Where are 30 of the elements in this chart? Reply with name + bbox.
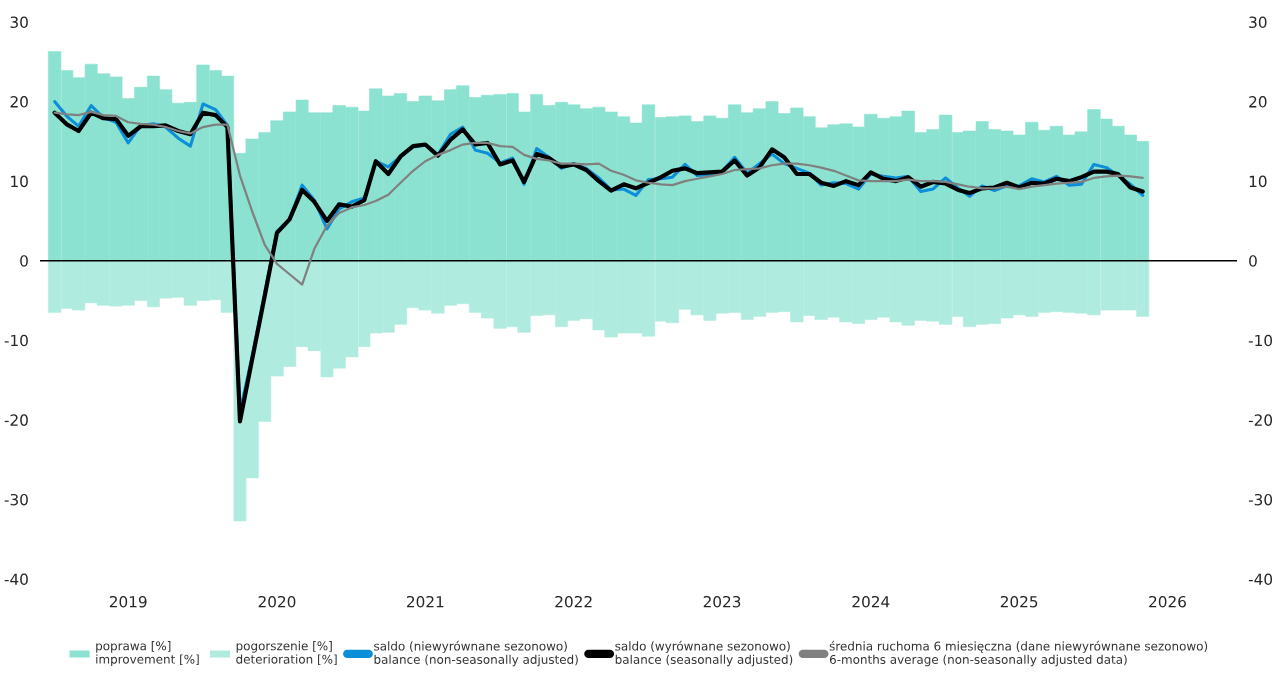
x-tick-label: 2024 <box>852 595 890 608</box>
y2-tick-label: 10 <box>1249 175 1267 188</box>
y2-tick-label: -40 <box>1248 573 1273 586</box>
y-tick-label: 10 <box>11 175 28 188</box>
legend-label: poprawa [%] improvement [%] <box>96 641 199 667</box>
legend-label: średnia ruchoma 6 miesięczna (dane niewyrównane sezonowo) 6-months average (non-seasonally adjusted data) <box>829 640 1208 667</box>
y2-tick-label: -30 <box>1248 493 1273 506</box>
x-tick-label: 2019 <box>109 595 147 608</box>
y2-tick-label: 0 <box>1249 255 1257 267</box>
x-tick-label: 2022 <box>555 595 592 608</box>
legend-label: saldo (niewyrównane sezonowo) balance (non-seasonally adjusted) <box>374 640 578 667</box>
y2-tick-label: -10 <box>1248 334 1273 347</box>
x-tick-label: 2026 <box>1149 595 1186 608</box>
y-tick-label: -10 <box>4 334 28 347</box>
y-tick-label: -20 <box>4 414 28 426</box>
y2-tick-label: 20 <box>1249 96 1267 108</box>
x-tick-label: 2020 <box>258 595 296 608</box>
y2-tick-label: -20 <box>1248 414 1273 426</box>
line-series <box>53 110 1144 286</box>
y-tick-label: 0 <box>20 255 28 267</box>
x-tick-label: 2023 <box>703 595 741 608</box>
legend-label: pogorszenie [%] deterioration [%] <box>236 641 337 666</box>
y-tick-label: 30 <box>10 16 28 29</box>
x-tick-label: 2021 <box>406 595 444 608</box>
y2-tick-label: 30 <box>1249 16 1267 29</box>
y-tick-label: -30 <box>4 493 28 506</box>
x-tick-label: 2025 <box>1000 595 1038 608</box>
legend-label: saldo (wyrównane sezonowo) balance (seasonally adjusted) <box>615 640 793 667</box>
y-tick-label: -40 <box>4 573 28 586</box>
y-tick-label: 20 <box>10 96 28 108</box>
